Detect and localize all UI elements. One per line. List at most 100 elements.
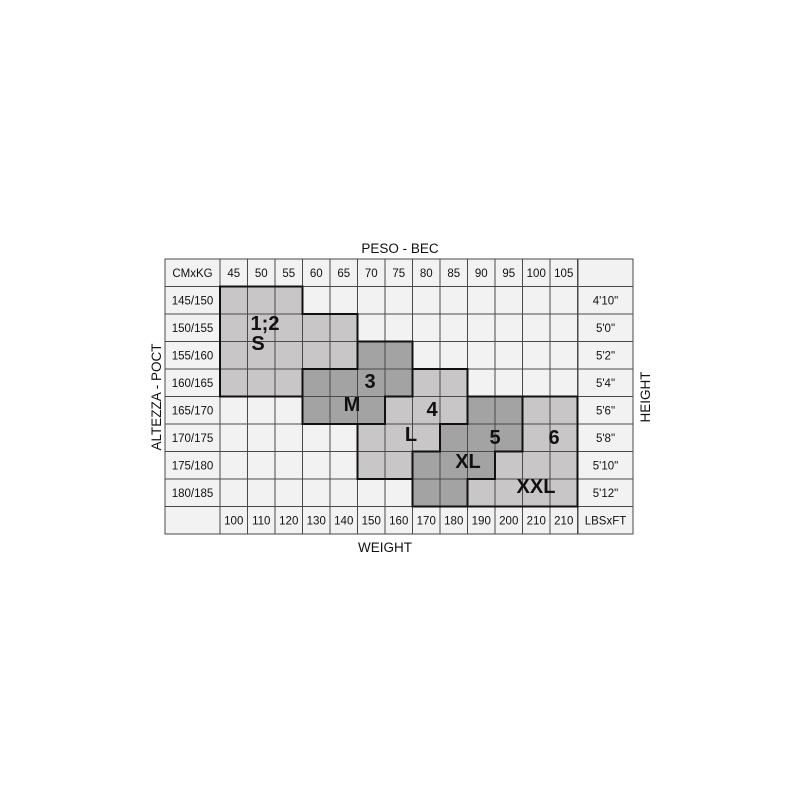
empty-cell	[219, 451, 248, 480]
height-cm-cell	[164, 396, 221, 425]
lbs-label: 130	[307, 516, 326, 528]
size-number-label: 1;2	[251, 313, 280, 335]
size-cell	[329, 313, 358, 342]
size-cell	[357, 423, 386, 452]
header-empty-cell	[577, 258, 634, 287]
empty-cell	[522, 368, 551, 397]
height-cm-cell	[164, 478, 221, 507]
empty-cell	[302, 478, 331, 507]
height-ft-label: 4'10"	[593, 296, 618, 308]
empty-cell	[522, 286, 551, 315]
footer-unit-cell	[577, 506, 634, 535]
height-cm-label: 160/165	[172, 378, 214, 390]
size-letter-label: XL	[455, 451, 481, 473]
size-cell	[412, 451, 441, 480]
size-cell	[522, 423, 551, 452]
empty-cell	[302, 423, 331, 452]
empty-cell	[412, 313, 441, 342]
size-cell	[302, 341, 331, 370]
size-cell	[302, 313, 331, 342]
kg-label: 45	[227, 268, 240, 280]
size-number-label: 4	[426, 399, 438, 421]
lbs-label: 170	[417, 516, 436, 528]
empty-cell	[274, 423, 303, 452]
size-cell	[384, 368, 413, 397]
kg-label: 80	[420, 268, 433, 280]
height-cm-cell	[164, 313, 221, 342]
size-cell	[412, 368, 441, 397]
header-kg-cell	[329, 258, 358, 287]
size-cell	[329, 341, 358, 370]
empty-cell	[439, 286, 468, 315]
height-cm-label: 180/185	[172, 488, 214, 500]
lbs-label: 210	[527, 516, 546, 528]
size-cell	[439, 423, 468, 452]
size-cell	[384, 396, 413, 425]
kg-label: 60	[310, 268, 323, 280]
height-ft-cell	[577, 313, 634, 342]
lbs-label: 120	[279, 516, 298, 528]
size-cell	[247, 286, 276, 315]
kg-label: 75	[392, 268, 405, 280]
empty-cell	[467, 313, 496, 342]
size-cell	[247, 368, 276, 397]
size-cell	[549, 423, 578, 452]
empty-cell	[384, 478, 413, 507]
lbs-label: 200	[499, 516, 518, 528]
header-kg-cell	[439, 258, 468, 287]
empty-cell	[247, 396, 276, 425]
size-cell	[274, 368, 303, 397]
height-cm-label: 145/150	[172, 296, 214, 308]
empty-cell	[329, 423, 358, 452]
size-cell	[439, 368, 468, 397]
empty-cell	[549, 341, 578, 370]
size-cell	[302, 368, 331, 397]
size-cell	[329, 368, 358, 397]
title-left: ALTEZZA - POCT	[149, 343, 164, 450]
empty-cell	[247, 478, 276, 507]
height-cm-label: 155/160	[172, 351, 214, 363]
kg-label: 65	[337, 268, 350, 280]
lbs-label: 110	[252, 516, 270, 528]
height-cm-cell	[164, 341, 221, 370]
lbs-label: 180	[444, 516, 463, 528]
size-letter-label: L	[405, 424, 417, 446]
header-corner-cell	[164, 258, 221, 287]
empty-cell	[549, 368, 578, 397]
empty-cell	[412, 286, 441, 315]
height-ft-cell	[577, 341, 634, 370]
empty-cell	[274, 451, 303, 480]
size-cell	[467, 396, 496, 425]
size-cell	[219, 368, 248, 397]
empty-cell	[467, 341, 496, 370]
lbs-label: 160	[389, 516, 408, 528]
height-cm-cell	[164, 423, 221, 452]
empty-cell	[494, 286, 523, 315]
size-cell	[494, 396, 523, 425]
empty-cell	[357, 313, 386, 342]
size-cell	[219, 341, 248, 370]
header-kg-cell	[549, 258, 578, 287]
lbs-label: 190	[472, 516, 491, 528]
empty-cell	[219, 478, 248, 507]
empty-cell	[302, 451, 331, 480]
size-cell	[412, 396, 441, 425]
height-ft-cell	[577, 286, 634, 315]
kg-label: 95	[502, 268, 515, 280]
footer-lbs-cell	[274, 506, 303, 535]
size-cell	[274, 313, 303, 342]
empty-cell	[329, 478, 358, 507]
footer-lbs-cell	[384, 506, 413, 535]
empty-cell	[247, 423, 276, 452]
kg-label: 70	[365, 268, 378, 280]
footer-lbs-cell	[494, 506, 523, 535]
empty-cell	[219, 423, 248, 452]
size-cell	[357, 341, 386, 370]
footer-lbs-cell	[302, 506, 331, 535]
height-ft-cell	[577, 478, 634, 507]
size-letter-label: M	[344, 394, 361, 416]
size-cell	[412, 478, 441, 507]
size-cell	[384, 451, 413, 480]
empty-cell	[494, 341, 523, 370]
lbs-label: 140	[334, 516, 353, 528]
